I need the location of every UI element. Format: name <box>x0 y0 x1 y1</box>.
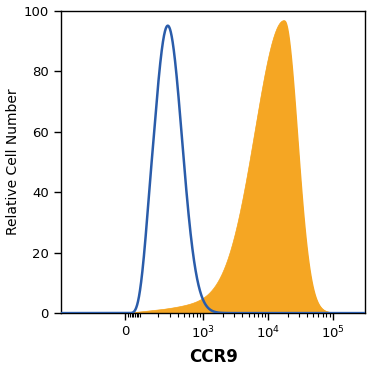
X-axis label: CCR9: CCR9 <box>189 349 237 366</box>
Y-axis label: Relative Cell Number: Relative Cell Number <box>6 89 20 235</box>
